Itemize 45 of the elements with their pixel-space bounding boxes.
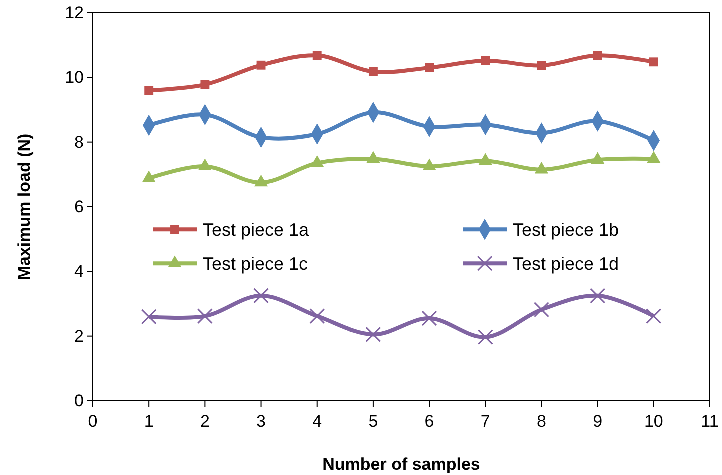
legend-label: Test piece 1b — [513, 220, 620, 240]
x-tick-label: 11 — [701, 412, 719, 431]
point — [425, 63, 434, 72]
x-tick-label: 5 — [368, 412, 378, 431]
x-axis-title: Number of samples — [322, 455, 480, 474]
y-tick-label: 4 — [74, 262, 84, 282]
point — [254, 288, 270, 304]
point — [310, 308, 326, 324]
point — [422, 310, 438, 326]
x-tick-label: 6 — [424, 412, 434, 431]
point — [144, 86, 154, 96]
x-tick-label: 4 — [312, 412, 322, 431]
legend-label: Test piece 1a — [203, 220, 310, 240]
point — [256, 60, 266, 70]
x-tick-label: 9 — [593, 412, 603, 431]
point — [141, 309, 157, 325]
x-tick-label: 7 — [480, 412, 490, 431]
x-tick-label: 2 — [200, 412, 210, 431]
x-tick-label: 0 — [88, 412, 98, 431]
point — [197, 308, 213, 324]
x-tick-label: 3 — [256, 412, 266, 431]
point — [646, 308, 662, 324]
point — [481, 56, 490, 66]
legend-label: Test piece 1c — [203, 254, 308, 274]
y-axis-title: Maximum load (N) — [15, 134, 34, 280]
point — [368, 67, 378, 76]
point — [649, 58, 658, 67]
point — [200, 80, 210, 90]
point — [537, 61, 546, 70]
legend-label: Test piece 1d — [513, 254, 620, 274]
point — [478, 330, 494, 346]
y-tick-label: 12 — [65, 3, 84, 22]
y-tick-label: 10 — [65, 68, 84, 88]
x-tick-label: 1 — [144, 412, 154, 431]
point — [593, 51, 602, 60]
point — [366, 326, 382, 342]
x-tick-label: 8 — [536, 412, 546, 431]
point — [590, 288, 606, 304]
point — [534, 302, 550, 318]
x-tick-label: 10 — [644, 412, 664, 431]
y-tick-label: 6 — [74, 197, 84, 216]
y-tick-label: 8 — [74, 132, 84, 152]
y-tick-label: 0 — [74, 391, 84, 410]
y-tick-label: 2 — [74, 326, 84, 346]
point — [312, 51, 322, 60]
